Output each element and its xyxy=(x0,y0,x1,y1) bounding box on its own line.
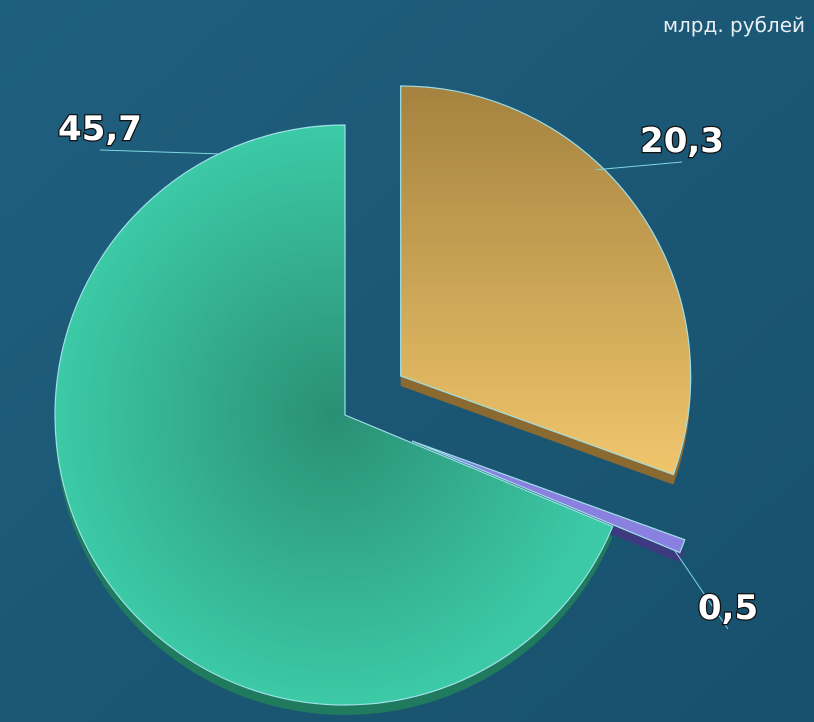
slice xyxy=(54,124,614,706)
slice xyxy=(400,85,692,476)
leader-line xyxy=(99,149,219,155)
leader-line xyxy=(596,161,683,171)
leader-line xyxy=(674,550,729,630)
unit-label: млрд. рублей xyxy=(663,13,805,37)
value-label: 0,5 xyxy=(698,588,758,628)
value-label: 45,7 xyxy=(58,109,142,149)
slice xyxy=(411,440,686,554)
value-label: 20,3 xyxy=(640,121,724,161)
